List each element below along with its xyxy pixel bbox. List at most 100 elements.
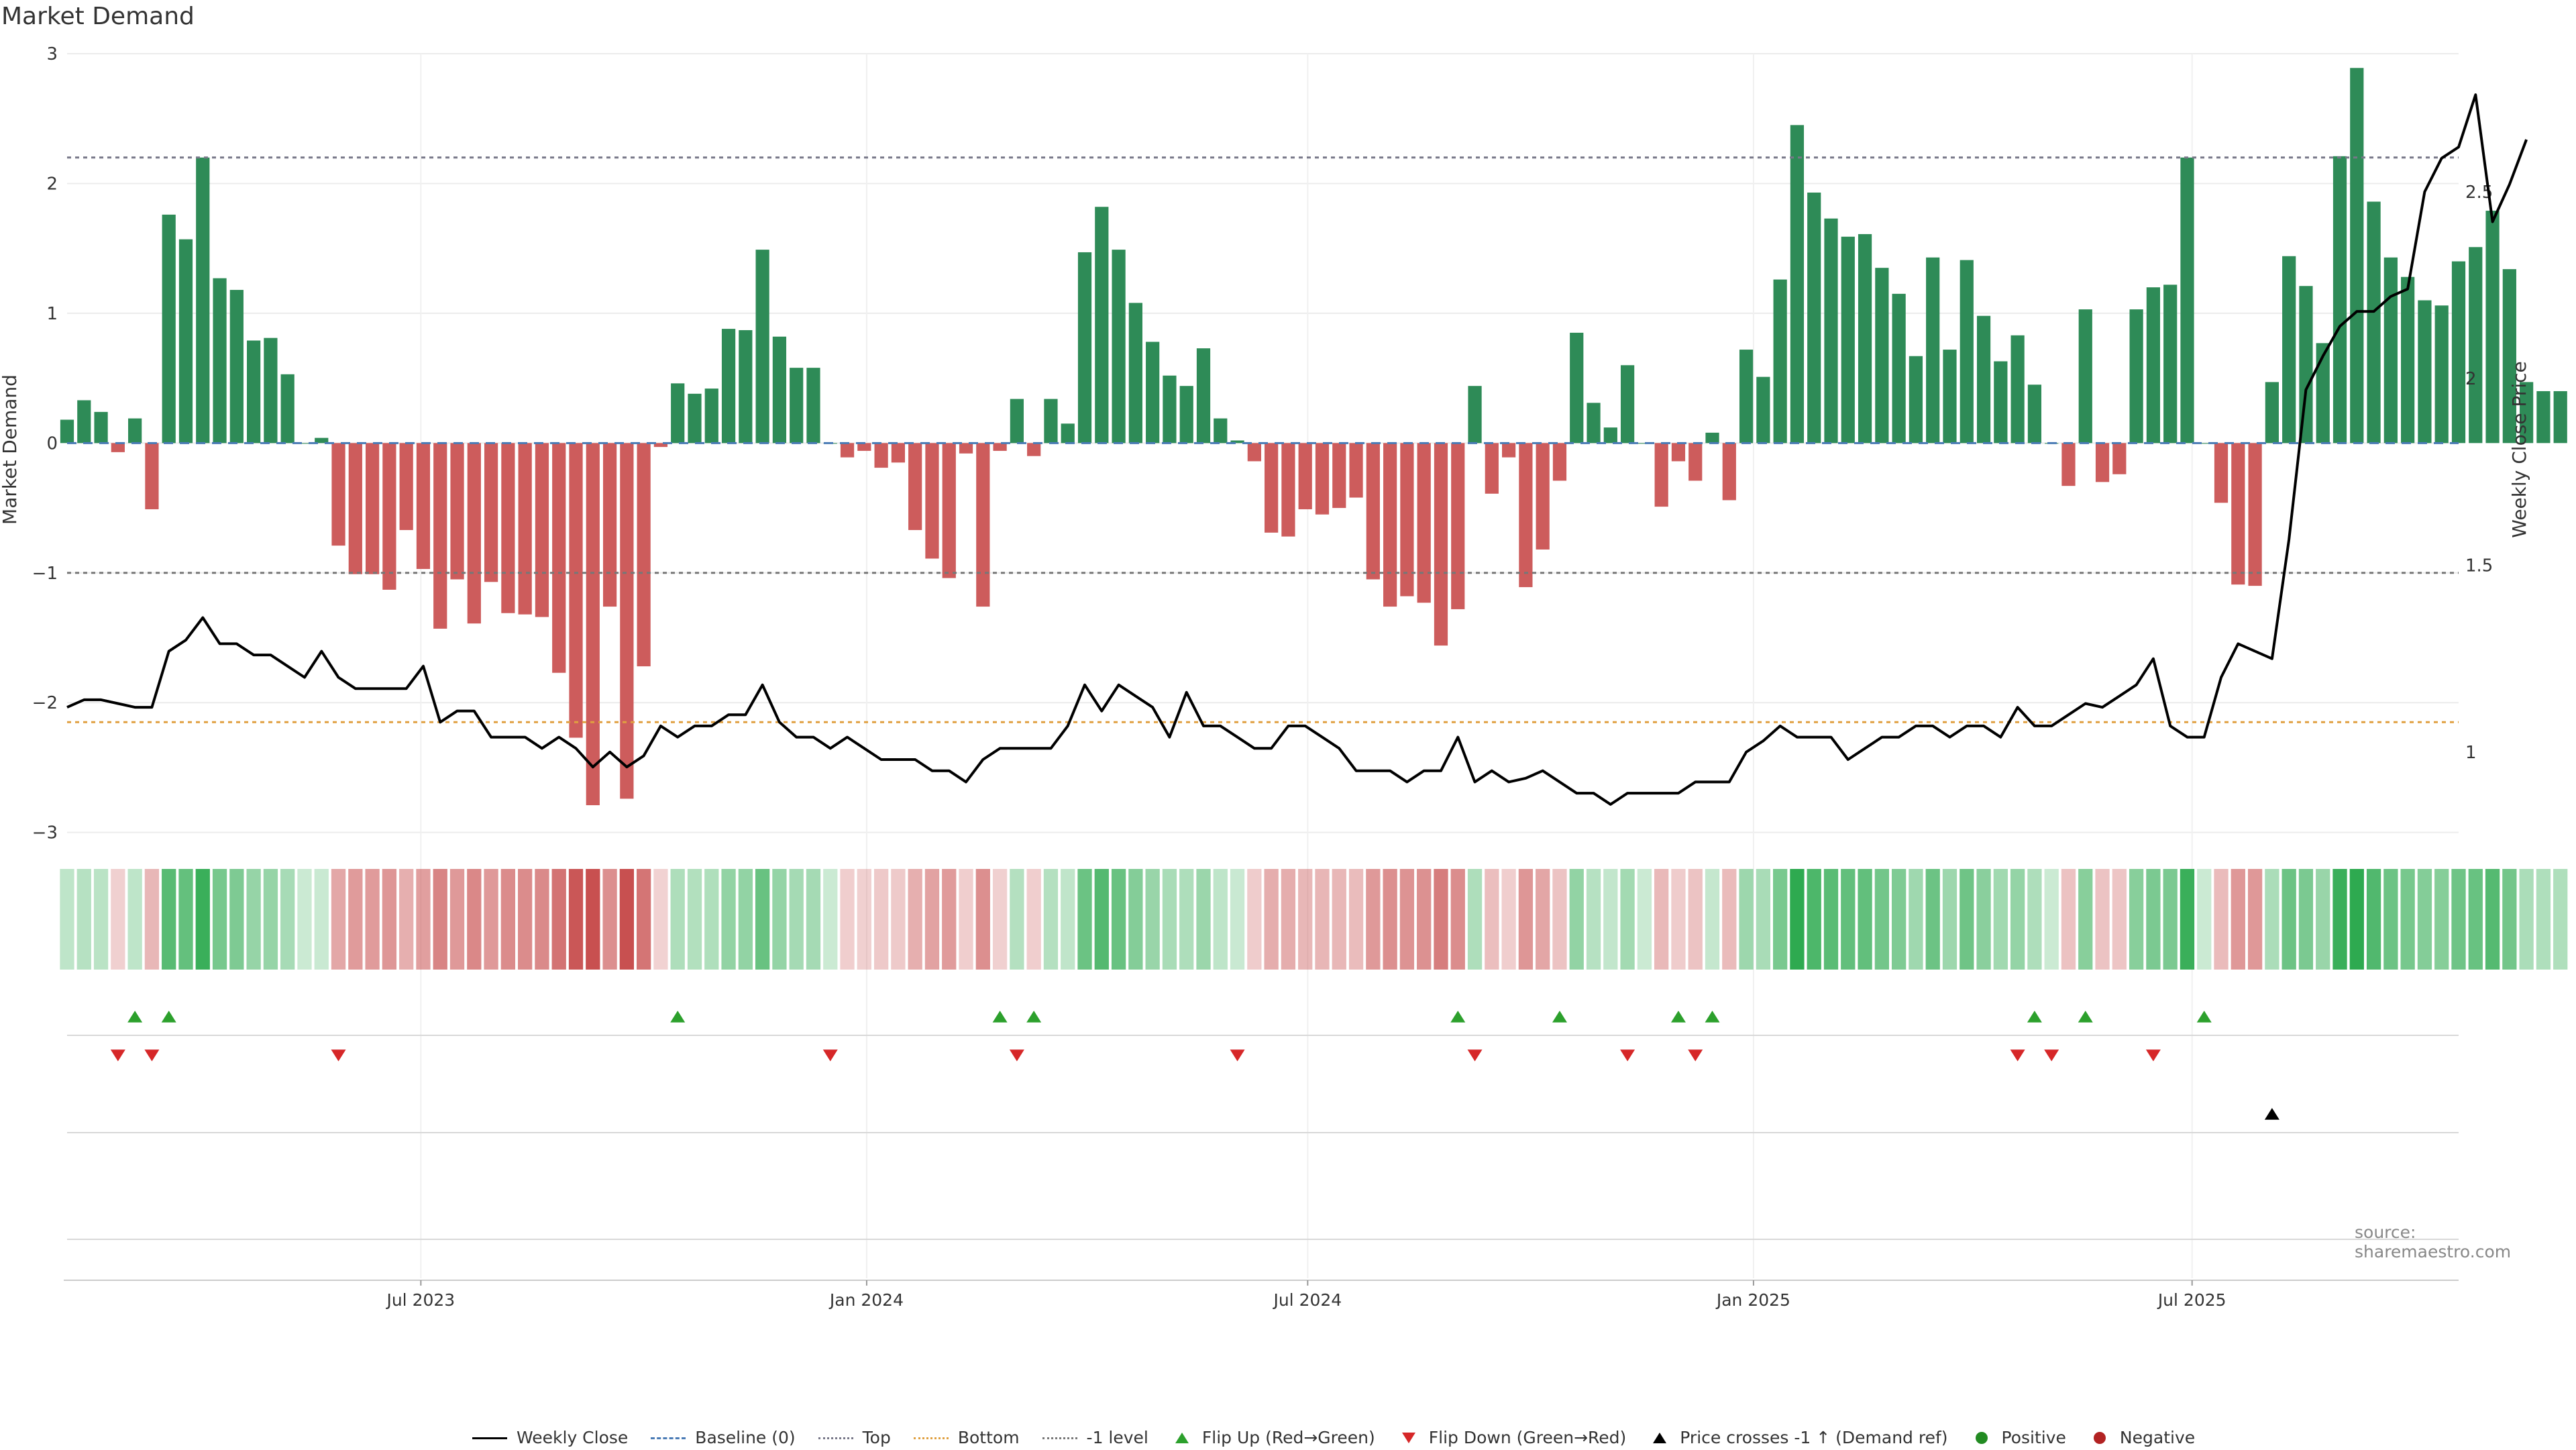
heat-cell [1874, 869, 1889, 970]
heat-cell [2027, 869, 2042, 970]
heat-cell [2366, 869, 2381, 970]
legend-line-icon [648, 1430, 688, 1446]
demand-bar [178, 239, 193, 444]
heat-cell [2146, 869, 2161, 970]
heat-cell [2349, 869, 2364, 970]
heat-cell [908, 869, 922, 970]
heat-cell [1620, 869, 1635, 970]
demand-bar [348, 443, 362, 574]
heat-cell [1739, 869, 1754, 970]
demand-bar [1790, 125, 1805, 444]
heat-cell [331, 869, 346, 970]
heat-cell [2247, 869, 2263, 970]
legend-line-icon [911, 1430, 951, 1446]
demand-bar [433, 443, 447, 629]
heat-cell [1518, 869, 1534, 970]
legend-line-icon [816, 1430, 856, 1446]
heat-cell [348, 869, 363, 970]
heat-cell [2536, 869, 2551, 970]
heat-cell [1485, 869, 1499, 970]
heat-cell [1654, 869, 1669, 970]
demand-bar [552, 443, 566, 673]
demand-bar [1620, 365, 1635, 444]
heat-cell [687, 869, 702, 970]
y2-axis-title: Weekly Close Price [2508, 361, 2530, 537]
chart-legend: Weekly Close Baseline (0) Top Bottom -1 leve… [470, 1428, 2215, 1447]
y2-tick-label: 2 [2465, 369, 2477, 389]
demand-bar [1688, 443, 1703, 481]
demand-bar [1705, 432, 1719, 444]
legend-label: Baseline (0) [695, 1428, 796, 1447]
demand-bar [1417, 443, 1431, 603]
heat-cell [1196, 869, 1211, 970]
heat-cell [1077, 869, 1092, 970]
x-tick-label: Jul 2025 [2157, 1290, 2226, 1310]
demand-bar [1366, 443, 1380, 580]
heat-cell [1061, 869, 1075, 970]
x-tick-label: Jul 2023 [385, 1290, 455, 1310]
heat-cell [76, 869, 91, 970]
demand-bar [2367, 201, 2381, 444]
heat-cell [416, 869, 431, 970]
demand-bar [60, 419, 74, 444]
demand-bar [1095, 207, 1109, 444]
heat-cell [1348, 869, 1364, 970]
heat-cell [2078, 869, 2093, 970]
heat-cell [670, 869, 685, 970]
heat-cell [144, 869, 160, 970]
heat-cell [1179, 869, 1194, 970]
heat-cell [1552, 869, 1567, 970]
demand-bar [1638, 443, 1652, 444]
demand-bar [1400, 443, 1414, 597]
demand-bar [2248, 443, 2262, 586]
heat-cell [551, 869, 566, 970]
legend-label: Negative [2119, 1428, 2196, 1447]
y-tick-label: 0 [46, 433, 58, 454]
demand-bar [1315, 443, 1330, 515]
demand-bar [891, 443, 906, 463]
flip-up-marker [161, 1011, 176, 1023]
y-tick-label: −2 [32, 693, 58, 713]
flip-down-marker [2044, 1049, 2059, 1061]
flip-down-marker [822, 1049, 838, 1061]
heat-cell [263, 869, 278, 970]
heat-cell [1043, 869, 1059, 970]
heat-cell [111, 869, 125, 970]
demand-bar [1027, 443, 1041, 456]
demand-bar [1128, 303, 1142, 444]
flip-down-marker [110, 1049, 125, 1061]
demand-bar [2383, 257, 2398, 444]
demand-bar [280, 374, 294, 444]
legend-item: Positive [1968, 1428, 2066, 1447]
demand-bar [1061, 423, 1075, 444]
heat-cell [2553, 869, 2568, 970]
heat-cell [1688, 869, 1703, 970]
demand-bar [297, 443, 312, 444]
demand-bar [704, 389, 718, 444]
heat-cell [518, 869, 533, 970]
demand-bar [365, 443, 380, 574]
flip-up-marker [2196, 1011, 2212, 1023]
heat-cell [840, 869, 855, 970]
heat-cell [1264, 869, 1279, 970]
y2-tick-label: 1.5 [2465, 556, 2493, 576]
legend-label: Flip Up (Red→Green) [1201, 1428, 1375, 1447]
heat-cell [297, 869, 312, 970]
heat-cell [1960, 869, 1974, 970]
legend-item: Bottom [911, 1428, 1020, 1447]
demand-bar [2231, 443, 2245, 585]
demand-bar [264, 338, 278, 444]
demand-bar [1671, 443, 1686, 462]
demand-bar [1756, 376, 1770, 444]
heat-cell [280, 869, 295, 970]
heat-cell [1467, 869, 1483, 970]
flip-down-marker [2010, 1049, 2025, 1061]
heat-cell [2231, 869, 2245, 970]
heat-cell [1773, 869, 1788, 970]
demand-bar [1824, 218, 1838, 444]
demand-bar [1536, 443, 1550, 550]
demand-bar [790, 368, 804, 444]
heat-cell [1247, 869, 1262, 970]
heat-cell [1128, 869, 1143, 970]
demand-bar [688, 393, 702, 444]
